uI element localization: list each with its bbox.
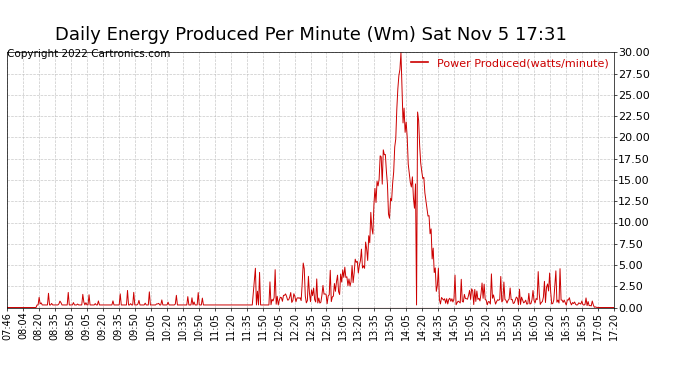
Legend: Power Produced(watts/minute): Power Produced(watts/minute) [407, 54, 613, 73]
Text: Daily Energy Produced Per Minute (Wm) Sat Nov 5 17:31: Daily Energy Produced Per Minute (Wm) Sa… [55, 26, 566, 44]
Text: Copyright 2022 Cartronics.com: Copyright 2022 Cartronics.com [7, 49, 170, 59]
